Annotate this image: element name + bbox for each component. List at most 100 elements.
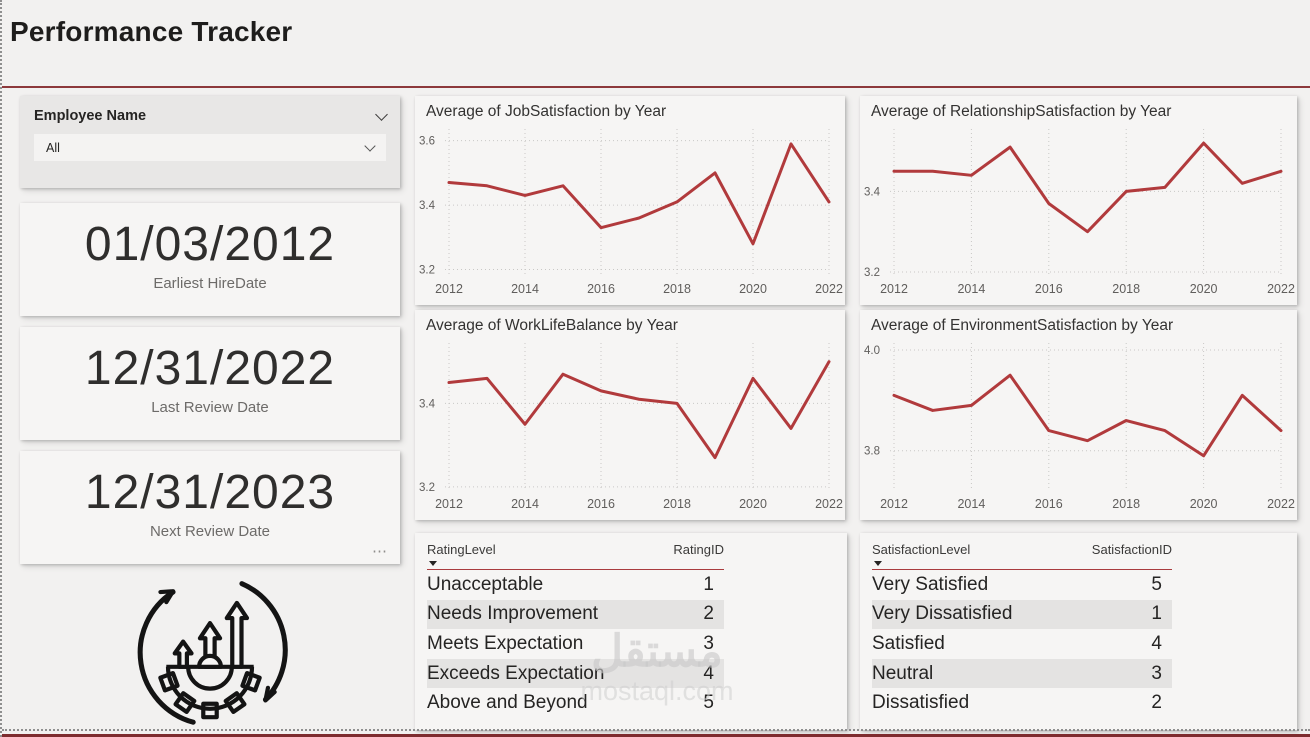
cell-level: Neutral	[872, 662, 934, 684]
table-row[interactable]: Very Dissatisfied 1	[872, 599, 1172, 630]
cell-level: Unacceptable	[427, 573, 544, 595]
window-bottom-edge	[2, 734, 1310, 737]
chart-title: Average of EnvironmentSatisfaction by Ye…	[871, 317, 1174, 334]
line-chart[interactable]: 3.2 3.4 2012 2014 2016 2018 2020 2022	[860, 121, 1297, 300]
svg-text:2014: 2014	[511, 497, 539, 511]
page-border-dotted	[2, 729, 1310, 731]
svg-text:3.4: 3.4	[419, 398, 436, 410]
page-title: Performance Tracker	[10, 16, 293, 47]
kpi-value: 12/31/2023	[84, 466, 336, 519]
cell-id: 4	[1151, 632, 1162, 654]
kpi-label: Earliest HireDate	[153, 275, 267, 292]
cell-id: 5	[703, 692, 714, 714]
cell-level: Dissatisfied	[872, 692, 970, 714]
cell-id: 3	[703, 632, 714, 654]
cell-level: Very Satisfied	[872, 573, 989, 595]
kpi-label: Last Review Date	[151, 399, 269, 416]
svg-text:3.4: 3.4	[864, 186, 881, 198]
table-row[interactable]: Needs Improvement 2	[427, 599, 724, 630]
svg-text:2018: 2018	[1112, 497, 1140, 511]
svg-text:2022: 2022	[815, 282, 843, 296]
svg-text:3.2: 3.2	[419, 482, 435, 494]
rating-level-table: RatingLevel RatingID Unacceptable 1 Needs Im…	[415, 533, 847, 730]
column-header-id[interactable]: RatingID	[673, 542, 724, 557]
table-row[interactable]: Satisfied 4	[872, 629, 1172, 659]
cell-id: 1	[1151, 603, 1162, 625]
svg-text:2012: 2012	[880, 497, 908, 511]
svg-text:2022: 2022	[1267, 282, 1295, 296]
svg-text:2016: 2016	[1035, 282, 1063, 296]
chevron-down-icon[interactable]	[375, 107, 388, 121]
cell-level: Satisfied	[872, 632, 945, 654]
svg-text:2014: 2014	[957, 282, 985, 296]
column-header-level[interactable]: RatingLevel	[427, 542, 496, 557]
svg-text:4.0: 4.0	[864, 345, 880, 357]
employee-name-slicer: Employee Name All	[20, 96, 400, 188]
chart-title: Average of JobSatisfaction by Year	[426, 103, 667, 120]
chart-environment-satisfaction: Average of EnvironmentSatisfaction by Ye…	[860, 310, 1297, 520]
gear-growth-arrows-icon	[137, 581, 288, 725]
svg-text:2018: 2018	[663, 497, 691, 511]
kpi-label: Next Review Date	[149, 523, 271, 540]
svg-text:2012: 2012	[435, 497, 463, 511]
slicer-label: Employee Name	[34, 108, 147, 124]
employee-dropdown[interactable]: All	[34, 134, 386, 161]
svg-text:2020: 2020	[1190, 497, 1218, 511]
column-header-level[interactable]: SatisfactionLevel	[872, 542, 971, 557]
cell-id: 3	[1151, 662, 1162, 684]
svg-text:2020: 2020	[739, 497, 767, 511]
svg-text:2014: 2014	[511, 282, 539, 296]
cell-level: Very Dissatisfied	[872, 603, 1013, 625]
table-row[interactable]: Very Satisfied 5	[872, 570, 1172, 600]
svg-text:2012: 2012	[435, 282, 463, 296]
line-chart[interactable]: 3.8 4.0 2012 2014 2016 2018 2020 2022	[860, 335, 1297, 515]
svg-text:3.2: 3.2	[419, 265, 435, 277]
svg-text:2016: 2016	[587, 497, 615, 511]
table-row[interactable]: Unacceptable 1	[427, 570, 724, 600]
kpi-value: 01/03/2012	[84, 218, 336, 271]
growth-cycle-icon	[122, 566, 298, 734]
table-row[interactable]: Exceeds Expectation 4	[427, 658, 724, 689]
table-header: SatisfactionLevel SatisfactionID	[872, 542, 1172, 570]
kpi-card-last-review-date: 12/31/2022 Last Review Date	[20, 327, 400, 440]
svg-text:2022: 2022	[815, 497, 843, 511]
sort-descending-icon	[874, 561, 882, 566]
title-divider	[2, 86, 1310, 88]
svg-text:3.4: 3.4	[419, 200, 436, 212]
cell-id: 5	[1151, 573, 1162, 595]
svg-text:2016: 2016	[1035, 497, 1063, 511]
cell-level: Above and Beyond	[427, 692, 588, 714]
svg-text:2018: 2018	[1112, 282, 1140, 296]
cell-id: 2	[703, 603, 714, 625]
table-row[interactable]: Dissatisfied 2	[872, 688, 1172, 718]
satisfaction-level-table: SatisfactionLevel SatisfactionID Very Sati…	[860, 533, 1297, 730]
line-chart[interactable]: 3.2 3.4 2012 2014 2016 2018 2020 2022	[415, 335, 845, 515]
sort-descending-icon	[429, 561, 437, 566]
kpi-card-earliest-hiredate: 01/03/2012 Earliest HireDate	[20, 203, 400, 316]
chart-title: Average of RelationshipSatisfaction by Y…	[871, 103, 1172, 120]
table-row[interactable]: Neutral 3	[872, 658, 1172, 689]
line-chart[interactable]: 3.2 3.4 3.6 2012 2014 2016 2018 2020 2022	[415, 121, 845, 300]
table-row[interactable]: Meets Expectation 3	[427, 629, 724, 659]
chevron-down-icon	[364, 139, 376, 152]
more-options-icon[interactable]: ⋯	[372, 543, 390, 560]
chart-worklife-balance: Average of WorkLifeBalance by Year 3.2 3.…	[415, 310, 845, 520]
cell-id: 4	[703, 662, 714, 684]
column-header-id[interactable]: SatisfactionID	[1091, 542, 1172, 557]
table-row[interactable]: Above and Beyond 5	[427, 688, 724, 718]
svg-text:2016: 2016	[587, 282, 615, 296]
svg-text:2020: 2020	[1190, 282, 1218, 296]
svg-text:3.6: 3.6	[419, 136, 435, 148]
svg-text:2012: 2012	[880, 282, 908, 296]
svg-text:3.8: 3.8	[864, 446, 880, 458]
dropdown-selected-value: All	[46, 140, 60, 155]
cell-id: 2	[1151, 692, 1162, 714]
svg-text:3.2: 3.2	[864, 267, 880, 279]
chart-title: Average of WorkLifeBalance by Year	[426, 317, 678, 334]
cell-level: Exceeds Expectation	[427, 662, 605, 684]
cell-level: Needs Improvement	[427, 603, 599, 625]
kpi-value: 12/31/2022	[84, 342, 336, 395]
svg-text:2022: 2022	[1267, 497, 1295, 511]
cell-level: Meets Expectation	[427, 632, 584, 654]
